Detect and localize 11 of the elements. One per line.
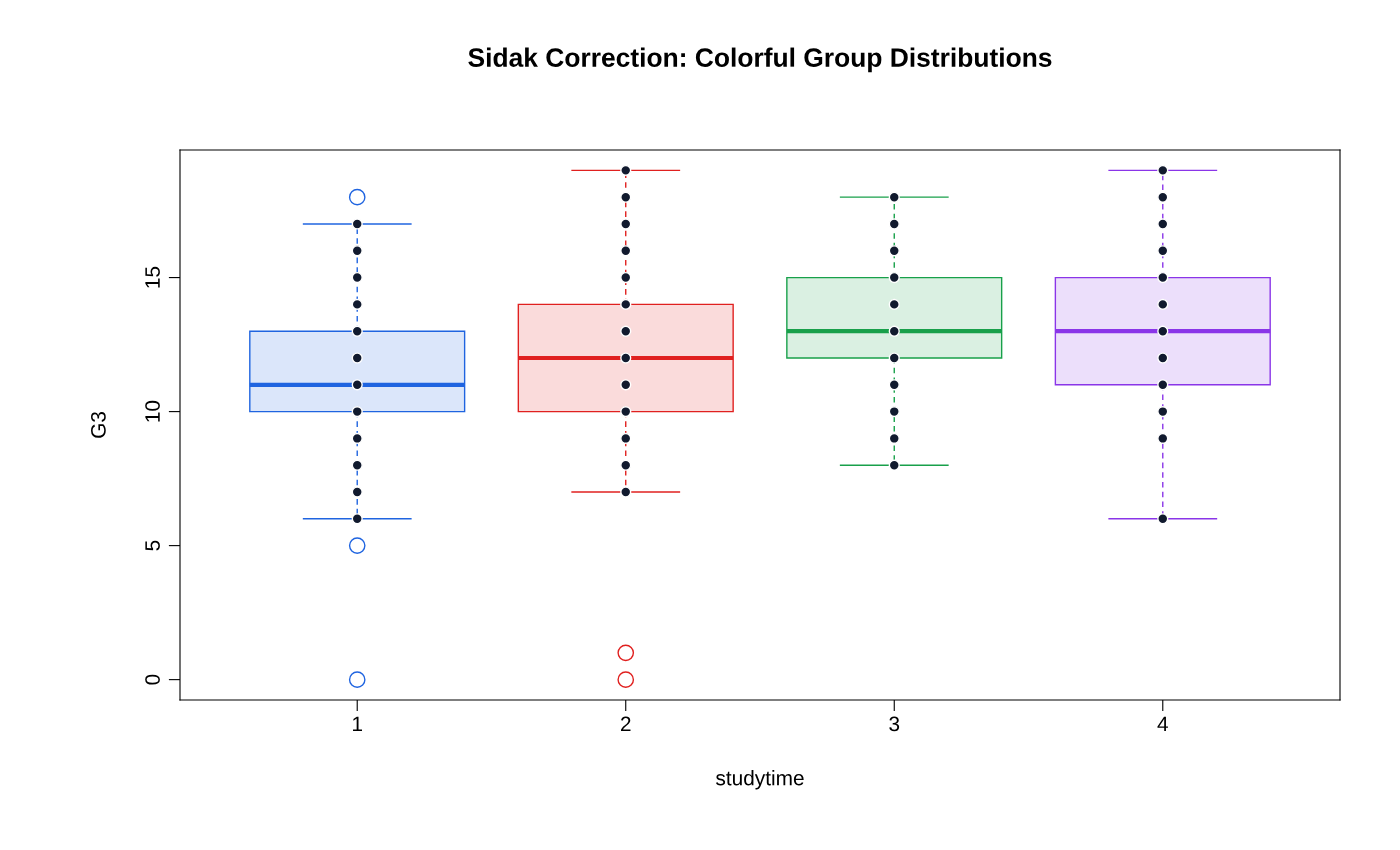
y-axis-title: G3 [91, 412, 106, 438]
y-tick-label: 5 [145, 540, 160, 551]
y-tick-label: 0 [145, 674, 160, 685]
chart-title: Sidak Correction: Colorful Group Distributions [468, 47, 1052, 73]
x-axis-title: studytime [716, 770, 804, 790]
x-tick-label: 2 [621, 716, 631, 732]
y-tick-label: 15 [145, 266, 160, 288]
y-tick-label: 10 [145, 400, 160, 422]
x-tick-label: 3 [889, 716, 900, 732]
x-tick-label: 1 [353, 716, 362, 732]
x-tick-label: 4 [1157, 716, 1168, 732]
